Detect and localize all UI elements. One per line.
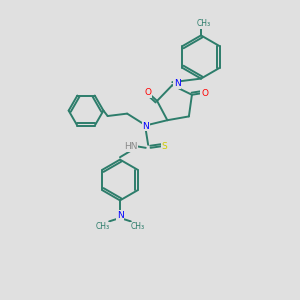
Text: CH₃: CH₃ bbox=[196, 20, 211, 28]
Text: S: S bbox=[162, 142, 167, 151]
Text: O: O bbox=[201, 89, 208, 98]
Text: N: N bbox=[117, 211, 123, 220]
Text: CH₃: CH₃ bbox=[130, 222, 145, 231]
Text: HN: HN bbox=[124, 142, 137, 151]
Text: CH₃: CH₃ bbox=[95, 222, 110, 231]
Text: O: O bbox=[145, 88, 152, 97]
Text: N: N bbox=[174, 80, 181, 88]
Text: N: N bbox=[142, 122, 149, 131]
